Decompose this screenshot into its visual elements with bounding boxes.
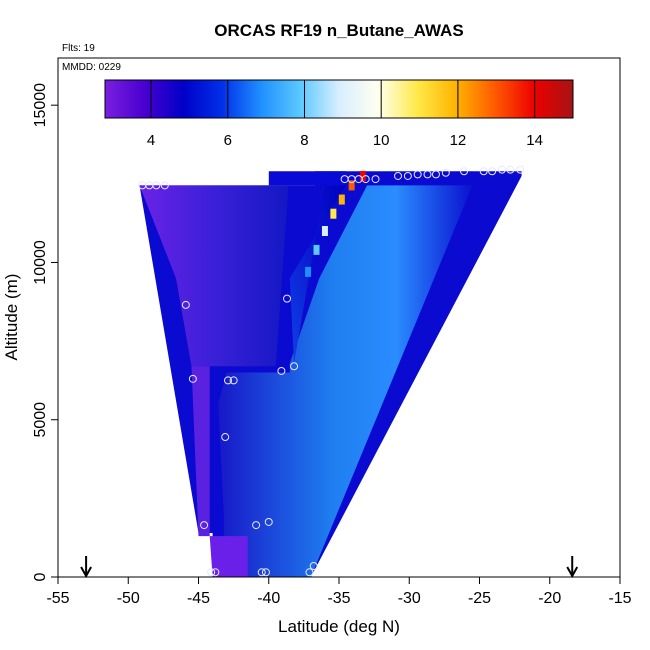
sample-point	[207, 568, 216, 577]
heatmap-streak-cell	[330, 208, 337, 219]
chart-title: ORCAS RF19 n_Butane_AWAS	[214, 21, 463, 40]
sample-point	[221, 433, 230, 442]
sample-point	[152, 181, 161, 190]
colorbar-tick-label: 6	[224, 132, 232, 149]
flights-label: Flts: 19	[62, 43, 95, 54]
sample-point	[413, 170, 422, 179]
sample-point	[277, 366, 286, 375]
colorbar-tick-label: 8	[300, 132, 308, 149]
sample-point	[181, 300, 190, 309]
colorbar-tick-label: 12	[450, 132, 467, 149]
sample-point	[516, 165, 525, 174]
y-tick-label: 10000	[32, 240, 49, 285]
sample-point	[252, 521, 261, 530]
x-axis-label: Latitude (deg N)	[278, 617, 400, 636]
y-tick-label: 15000	[32, 83, 49, 128]
colorbar-tick-label: 4	[147, 132, 155, 149]
sample-point	[224, 376, 233, 385]
heatmap-upper-right	[289, 185, 346, 364]
latitude-arrows	[80, 556, 579, 579]
heatmap-streak-cell	[348, 180, 355, 191]
heatmap-streak-cell	[305, 266, 312, 277]
y-tick-label: 5000	[32, 402, 49, 438]
colorbar-tick-label: 14	[526, 132, 543, 149]
sample-point	[479, 167, 488, 176]
colorbar-tick-label: 10	[373, 132, 390, 149]
heatmap-field	[139, 170, 522, 577]
sample-point	[394, 171, 403, 180]
sample-point	[403, 171, 412, 180]
y-axis-label: Altitude (m)	[2, 274, 21, 361]
date-label: MMDD: 0229	[62, 62, 121, 73]
colorbar: 4 6 8 10 12 14	[104, 79, 574, 149]
sample-point	[361, 175, 370, 184]
sample-point	[261, 568, 270, 577]
x-tick-label: -15	[608, 590, 631, 607]
sample-point	[506, 165, 515, 174]
heatmap-streak-cell	[313, 244, 320, 255]
colorbar-bar	[104, 79, 574, 119]
y-tick-label: 0	[32, 572, 49, 581]
colorbar-ticks: 4 6 8 10 12 14	[147, 80, 543, 149]
heatmap-upper-left	[139, 185, 289, 367]
heatmap-streak-cell	[359, 170, 366, 181]
heatmap-streak-cell	[321, 226, 328, 236]
heatmap-lower-band	[218, 185, 473, 577]
sample-point	[160, 181, 169, 190]
sample-point	[229, 376, 238, 385]
heatmap-streak-cell	[338, 194, 345, 205]
sample-point	[431, 170, 440, 179]
x-tick-label: -45	[187, 590, 210, 607]
sample-point	[200, 521, 209, 530]
x-tick-label: -35	[327, 590, 350, 607]
sample-point	[441, 168, 450, 177]
latitude-arrow	[566, 556, 579, 579]
sample-point	[497, 165, 506, 174]
latitude-arrow	[80, 556, 92, 579]
sample-points	[138, 165, 525, 577]
x-tick-label: -30	[398, 590, 421, 607]
sample-point	[283, 294, 292, 303]
sample-point	[309, 561, 318, 570]
sample-point	[423, 170, 432, 179]
x-tick-label: -40	[257, 590, 280, 607]
x-tick-label: -25	[468, 590, 491, 607]
x-tick-label: -20	[538, 590, 561, 607]
sample-point	[460, 167, 469, 176]
heatmap-top-strip	[268, 171, 346, 186]
x-tick-label: -55	[46, 590, 69, 607]
sample-point	[371, 175, 380, 184]
sample-point	[488, 167, 497, 176]
heatmap-left-strip	[191, 366, 210, 537]
x-tick-label: -50	[117, 590, 140, 607]
sample-point	[257, 568, 266, 577]
sample-point	[211, 568, 220, 577]
x-axis: -55 -50 -45 -40 -35 -30 -25 -20 -15	[46, 577, 632, 607]
sample-point	[305, 568, 314, 577]
sample-point	[264, 517, 273, 526]
y-axis: 0 5000 10000 15000	[32, 83, 58, 581]
sample-point	[188, 374, 197, 383]
sample-point	[290, 362, 299, 371]
heatmap-bottom-left	[209, 536, 248, 577]
